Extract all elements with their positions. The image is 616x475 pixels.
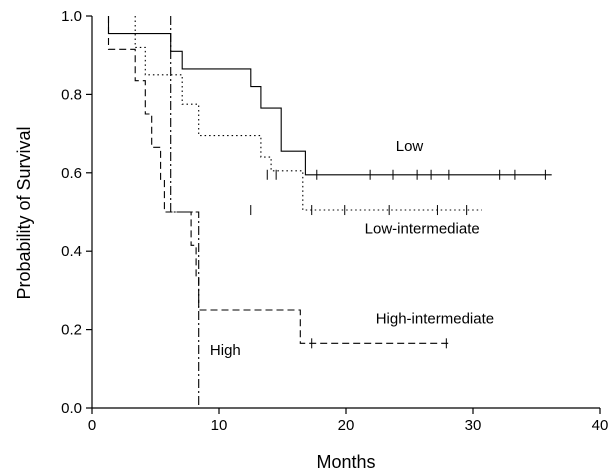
series-labels: Low Low-intermediate High-intermediate High (210, 138, 494, 359)
y-tick-label: 0.6 (61, 165, 82, 182)
x-tick-label: 0 (88, 417, 96, 434)
series-label: Low-intermediate (365, 221, 480, 238)
x-tick-label: 30 (465, 417, 482, 434)
x-tick-label: 10 (211, 417, 228, 434)
series-label: High-intermediate (376, 311, 494, 328)
y-tick-label: 0.4 (61, 243, 82, 260)
series-label: Low (396, 138, 424, 155)
y-axis-title: Probability of Survival (14, 126, 34, 299)
series-low-intermediate (134, 16, 482, 216)
series-high (170, 16, 200, 408)
survival-curve (134, 16, 482, 211)
y-tick-label: 0.2 (61, 322, 82, 339)
series-low (107, 16, 552, 180)
y-tick-label: 0.0 (61, 400, 82, 417)
y-tick-label: 0.8 (61, 86, 82, 103)
series-layer (107, 16, 552, 408)
survival-curve (107, 16, 552, 176)
survival-curve (170, 16, 200, 408)
survival-curve (107, 16, 451, 344)
series-label: High (210, 342, 241, 359)
x-tick-label: 20 (338, 417, 355, 434)
axes: 0 10 20 30 40 0.0 0.2 0.4 0.6 0.8 1.0 (61, 8, 608, 434)
y-tick-label: 1.0 (61, 8, 82, 25)
x-tick-label: 40 (592, 417, 609, 434)
x-axis-title: Months (316, 452, 375, 472)
series-high-intermediate (107, 16, 451, 349)
